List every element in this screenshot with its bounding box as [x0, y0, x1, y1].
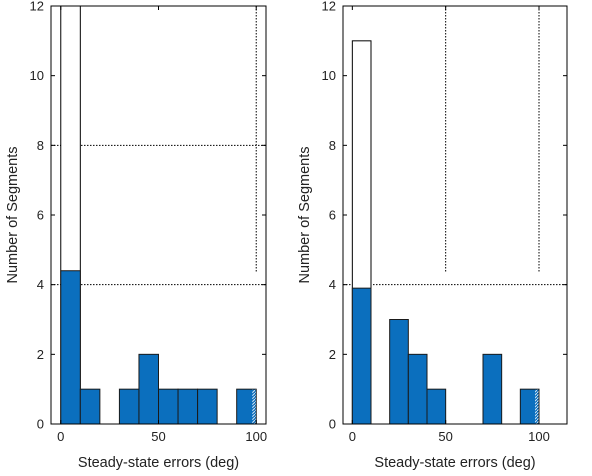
y-axis-label: Number of Segments: [5, 146, 21, 283]
y-tick-label: 4: [37, 277, 44, 292]
x-tick-label: 0: [57, 429, 64, 444]
y-tick-label: 12: [322, 0, 336, 14]
bar: [138, 353, 159, 425]
y-tick-label: 0: [37, 417, 44, 432]
chart-panel-2: 0 2 4 6 8 10 12 0 50 100 Steady-state errors (deg)…: [297, 0, 568, 471]
x-axis-label: Steady-state errors (deg): [78, 455, 239, 471]
y-tick-label: 8: [37, 138, 44, 153]
y-tick-label: 10: [30, 68, 44, 83]
bar-hatch-detail: [252, 389, 256, 424]
bar-hatch-detail: [535, 389, 539, 424]
bar: [118, 388, 140, 425]
x-axis-label: Steady-state errors (deg): [374, 455, 535, 471]
bar: [197, 388, 218, 425]
bar: [79, 388, 101, 425]
y-tick-label: 8: [329, 138, 336, 153]
chart-panel-1: 0 2 4 6 8 10 12 0 50 100 Steady-state errors (deg)…: [5, 0, 267, 471]
axes-frame: [342, 5, 568, 425]
y-tick-label: 2: [37, 347, 44, 362]
x-tick-label: 100: [245, 429, 267, 444]
y-tick-label: 12: [30, 0, 44, 14]
y-tick-label: 10: [322, 68, 336, 83]
bar: [351, 287, 372, 425]
y-tick-label: 6: [37, 208, 44, 223]
y-axis-label: Number of Segments: [297, 146, 313, 283]
bar: [482, 353, 503, 425]
y-tick-label: 4: [329, 277, 336, 292]
bar: [426, 388, 447, 425]
x-tick-label: 50: [151, 429, 165, 444]
bar: [60, 270, 81, 425]
x-tick-label: 50: [438, 429, 452, 444]
y-tick-label: 0: [329, 417, 336, 432]
x-tick-label: 0: [349, 429, 356, 444]
bar: [407, 353, 428, 425]
x-tick-label: 100: [528, 429, 550, 444]
y-tick-label: 2: [329, 347, 336, 362]
bar: [389, 319, 409, 425]
bar: [177, 388, 199, 425]
y-tick-label: 6: [329, 208, 336, 223]
bar: [158, 388, 179, 425]
